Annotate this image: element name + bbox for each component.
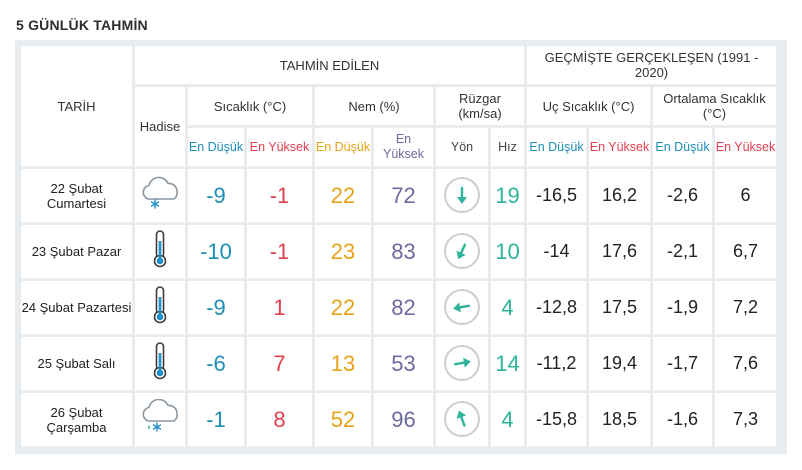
header-history: GEÇMİŞTE GERÇEKLEŞEN (1991 - 2020) — [527, 46, 776, 84]
header-forecast: TAHMİN EDİLEN — [135, 46, 524, 84]
temp-low-value: -6 — [188, 337, 244, 390]
humidity-high-value: 83 — [374, 225, 433, 278]
forecast-panel: TARİH TAHMİN EDİLEN GEÇMİŞTE GERÇEKLEŞEN… — [15, 40, 787, 454]
header-temperature: Sıcaklık (°C) — [188, 87, 312, 125]
header-average-high: En Yüksek — [715, 128, 776, 166]
wind-direction-arrow-icon — [444, 177, 480, 213]
temp-high-value: 1 — [247, 281, 312, 334]
cloud-snow-icon — [137, 176, 183, 215]
temp-low-value: -9 — [188, 169, 244, 222]
forecast-row: 25 Şubat Salı -6 7 13 53 14 -11,2 19,4 -1,7 7,6 — [21, 337, 776, 390]
extreme-high-value: 17,5 — [589, 281, 650, 334]
header-average-low: En Düşük — [653, 128, 712, 166]
temp-low-value: -1 — [188, 393, 244, 446]
average-high-value: 7,2 — [715, 281, 776, 334]
event-cell — [135, 337, 185, 390]
wind-speed-value: 14 — [491, 337, 524, 390]
wind-direction-arrow-icon — [444, 233, 480, 269]
page-title: 5 GÜNLÜK TAHMİN — [16, 17, 148, 33]
extreme-low-value: -15,8 — [527, 393, 586, 446]
extreme-high-value: 18,5 — [589, 393, 650, 446]
temp-low-value: -10 — [188, 225, 244, 278]
humidity-high-value: 96 — [374, 393, 433, 446]
forecast-row: 22 Şubat Cumartesi -9 -1 22 72 19 -16,5 16,2 -2,… — [21, 169, 776, 222]
wind-speed-value: 4 — [491, 393, 524, 446]
wind-direction-arrow-icon — [444, 289, 480, 325]
extreme-low-value: -12,8 — [527, 281, 586, 334]
date-cell: 23 Şubat Pazar — [21, 225, 132, 278]
average-high-value: 6,7 — [715, 225, 776, 278]
average-high-value: 7,3 — [715, 393, 776, 446]
humidity-high-value: 53 — [374, 337, 433, 390]
date-cell: 26 Şubat Çarşamba — [21, 393, 132, 446]
average-low-value: -1,7 — [653, 337, 712, 390]
thermometer-icon — [149, 230, 171, 273]
extreme-low-value: -14 — [527, 225, 586, 278]
header-temp-low: En Düşük — [188, 128, 244, 166]
humidity-low-value: 22 — [315, 281, 371, 334]
humidity-low-value: 13 — [315, 337, 371, 390]
extreme-high-value: 17,6 — [589, 225, 650, 278]
temp-high-value: 8 — [247, 393, 312, 446]
average-low-value: -1,6 — [653, 393, 712, 446]
date-cell: 22 Şubat Cumartesi — [21, 169, 132, 222]
humidity-high-value: 72 — [374, 169, 433, 222]
wind-direction-cell — [436, 337, 488, 390]
header-humidity: Nem (%) — [315, 87, 433, 125]
average-high-value: 6 — [715, 169, 776, 222]
event-cell — [135, 393, 185, 446]
header-extreme-high: En Yüksek — [589, 128, 650, 166]
wind-direction-arrow-icon — [444, 345, 480, 381]
wind-direction-cell — [436, 393, 488, 446]
extreme-high-value: 19,4 — [589, 337, 650, 390]
thermometer-icon — [149, 342, 171, 385]
header-wind-direction: Yön — [436, 128, 488, 166]
date-cell: 24 Şubat Pazartesi — [21, 281, 132, 334]
humidity-low-value: 52 — [315, 393, 371, 446]
wind-direction-cell — [436, 169, 488, 222]
header-event: Hadise — [135, 87, 185, 166]
extreme-low-value: -11,2 — [527, 337, 586, 390]
extreme-low-value: -16,5 — [527, 169, 586, 222]
forecast-row: 24 Şubat Pazartesi -9 1 22 82 4 -12,8 17,5 -1,9 7… — [21, 281, 776, 334]
header-extreme-low: En Düşük — [527, 128, 586, 166]
extreme-high-value: 16,2 — [589, 169, 650, 222]
forecast-table: TARİH TAHMİN EDİLEN GEÇMİŞTE GERÇEKLEŞEN… — [18, 43, 779, 449]
header-extreme-temp: Uç Sıcaklık (°C) — [527, 87, 650, 125]
header-date: TARİH — [21, 46, 132, 166]
average-low-value: -2,1 — [653, 225, 712, 278]
wind-speed-value: 4 — [491, 281, 524, 334]
header-wind-speed: Hız — [491, 128, 524, 166]
temp-low-value: -9 — [188, 281, 244, 334]
cloud-rain-snow-icon — [137, 398, 183, 439]
header-average-temp: Ortalama Sıcaklık (°C) — [653, 87, 776, 125]
event-cell — [135, 169, 185, 222]
average-low-value: -2,6 — [653, 169, 712, 222]
average-high-value: 7,6 — [715, 337, 776, 390]
average-low-value: -1,9 — [653, 281, 712, 334]
wind-direction-cell — [436, 281, 488, 334]
wind-speed-value: 19 — [491, 169, 524, 222]
forecast-row: 23 Şubat Pazar -10 -1 23 83 10 -14 17,6 -2,1 6,7 — [21, 225, 776, 278]
temp-high-value: -1 — [247, 169, 312, 222]
header-wind: Rüzgar (km/sa) — [436, 87, 524, 125]
temp-high-value: -1 — [247, 225, 312, 278]
humidity-high-value: 82 — [374, 281, 433, 334]
humidity-low-value: 22 — [315, 169, 371, 222]
thermometer-icon — [149, 286, 171, 329]
header-humidity-high: En Yüksek — [374, 128, 433, 166]
wind-speed-value: 10 — [491, 225, 524, 278]
date-cell: 25 Şubat Salı — [21, 337, 132, 390]
forecast-row: 26 Şubat Çarşamba -1 8 52 96 4 -15,8 18,5 -1,6 7,… — [21, 393, 776, 446]
wind-direction-cell — [436, 225, 488, 278]
header-temp-high: En Yüksek — [247, 128, 312, 166]
event-cell — [135, 225, 185, 278]
temp-high-value: 7 — [247, 337, 312, 390]
event-cell — [135, 281, 185, 334]
header-humidity-low: En Düşük — [315, 128, 371, 166]
wind-direction-arrow-icon — [444, 401, 480, 437]
humidity-low-value: 23 — [315, 225, 371, 278]
